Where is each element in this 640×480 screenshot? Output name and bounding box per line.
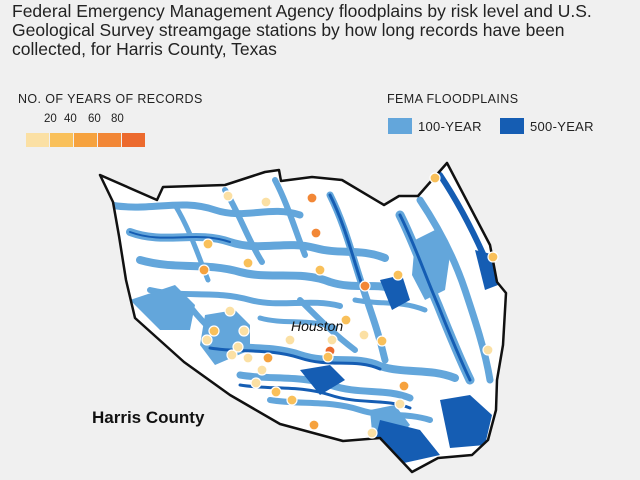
streamgage-station-marker: [359, 280, 371, 292]
years-tick: 80: [111, 113, 124, 125]
streamgage-station-marker: [429, 172, 441, 184]
streamgage-station-marker: [226, 349, 238, 361]
streamgage-station-marker: [256, 364, 268, 376]
streamgage-station-marker: [314, 264, 326, 276]
years-swatch: [26, 133, 49, 147]
streamgage-station-marker: [392, 269, 404, 281]
county-border: [98, 161, 508, 474]
floodplain-swatch-100yr: [388, 118, 412, 134]
streamgage-station-marker: [366, 427, 378, 439]
streamgage-station-marker: [238, 325, 250, 337]
map-title: Federal Emergency Management Agency floo…: [12, 1, 592, 59]
years-tick: 20: [44, 113, 57, 125]
streamgage-station-marker: [208, 325, 220, 337]
years-swatch: [74, 133, 97, 147]
streamgage-station-marker: [262, 352, 274, 364]
years-legend-ticks: 20 40 60 80: [44, 113, 144, 127]
years-legend-swatches: [26, 133, 146, 147]
streamgage-station-marker: [308, 419, 320, 431]
streamgage-stations: [198, 172, 499, 439]
streamgage-station-marker: [310, 227, 322, 239]
streamgage-station-marker: [358, 329, 370, 341]
streamgage-station-marker: [322, 351, 334, 363]
streamgage-station-marker: [394, 398, 406, 410]
city-label-houston: Houston: [291, 318, 344, 334]
floodplain-label-500yr: 500-YEAR: [530, 118, 594, 134]
floodplain-legend-heading: FEMA FLOODPLAINS: [387, 92, 519, 106]
streamgage-station-marker: [482, 344, 494, 356]
streamgage-station-marker: [201, 334, 213, 346]
floodplain-legend-500yr: 500-YEAR: [500, 118, 594, 134]
streamgage-station-marker: [326, 334, 338, 346]
streamgage-station-marker: [232, 341, 244, 353]
streamgage-station-marker: [376, 335, 388, 347]
streamgage-station-marker: [340, 314, 352, 326]
streamgage-station-marker: [250, 377, 262, 389]
years-swatch: [98, 133, 121, 147]
years-legend-heading: NO. OF YEARS OF RECORDS: [18, 92, 203, 106]
harris-county-map: [98, 161, 508, 474]
streamgage-station-marker: [306, 192, 318, 204]
years-swatch: [50, 133, 73, 147]
streamgage-station-marker: [198, 264, 210, 276]
streamgage-station-marker: [286, 394, 298, 406]
years-tick: 40: [64, 113, 77, 125]
floodplain-label-100yr: 100-YEAR: [418, 118, 482, 134]
streamgage-station-marker: [222, 190, 234, 202]
county-label: Harris County: [92, 408, 205, 427]
streamgage-station-marker: [398, 380, 410, 392]
streamgage-station-marker: [487, 251, 499, 263]
years-swatch: [122, 133, 145, 147]
years-tick: 60: [88, 113, 101, 125]
streamgage-station-marker: [284, 334, 296, 346]
floodplain-swatch-500yr: [500, 118, 524, 134]
streamgage-station-marker: [270, 386, 282, 398]
streamgage-station-marker: [224, 305, 236, 317]
floodplain-legend-100yr: 100-YEAR: [388, 118, 482, 134]
streamgage-station-marker: [242, 257, 254, 269]
streamgage-station-marker: [260, 196, 272, 208]
streamgage-station-marker: [202, 238, 214, 250]
streamgage-station-marker: [242, 352, 254, 364]
